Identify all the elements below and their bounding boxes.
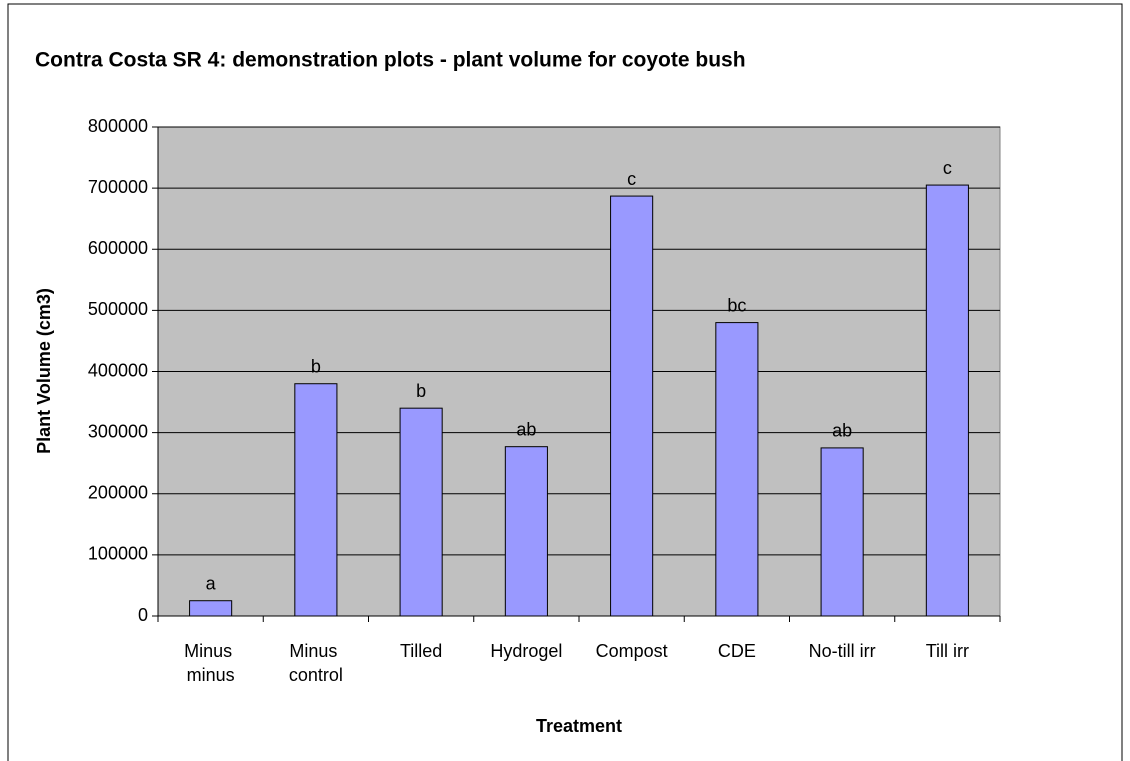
bar xyxy=(399,407,443,617)
bar-label: c xyxy=(943,158,952,178)
x-tick-label: Minus minus xyxy=(184,641,237,685)
y-axis-title: Plant Volume (cm3) xyxy=(34,288,54,454)
x-tick-label: Minus control xyxy=(289,641,343,685)
x-tick-label: Till irr xyxy=(926,641,969,661)
y-tick-label: 100000 xyxy=(88,544,148,564)
bar-label: a xyxy=(206,573,217,593)
bar xyxy=(925,184,969,617)
bar xyxy=(715,322,759,617)
bar xyxy=(820,447,864,617)
x-tick-label: No-till irr xyxy=(809,641,876,661)
bar xyxy=(504,446,548,617)
bar xyxy=(294,383,338,617)
x-tick-label: Tilled xyxy=(400,641,442,661)
y-tick-label: 300000 xyxy=(88,421,148,441)
y-tick-label: 200000 xyxy=(88,483,148,503)
bar-label: ab xyxy=(832,421,852,441)
y-tick-label: 600000 xyxy=(88,238,148,258)
y-tick-label: 0 xyxy=(138,605,148,625)
y-tick-label: 500000 xyxy=(88,299,148,319)
y-tick-label: 700000 xyxy=(88,177,148,197)
chart-frame xyxy=(7,3,1123,761)
bar-label: bc xyxy=(727,295,746,315)
bar-label: ab xyxy=(516,419,536,439)
bar-label: c xyxy=(627,169,636,189)
y-tick-label: 400000 xyxy=(88,360,148,380)
bar-label: b xyxy=(416,381,426,401)
x-tick-label: Compost xyxy=(596,641,668,661)
y-tick-label: 800000 xyxy=(88,116,148,136)
x-axis-title: Treatment xyxy=(536,716,622,736)
bar xyxy=(610,195,654,617)
bar-label: b xyxy=(311,356,321,376)
bar xyxy=(189,600,233,617)
x-tick-label: CDE xyxy=(718,641,756,661)
x-tick-label: Hydrogel xyxy=(490,641,562,661)
chart-title: Contra Costa SR 4: demonstration plots -… xyxy=(35,49,746,72)
